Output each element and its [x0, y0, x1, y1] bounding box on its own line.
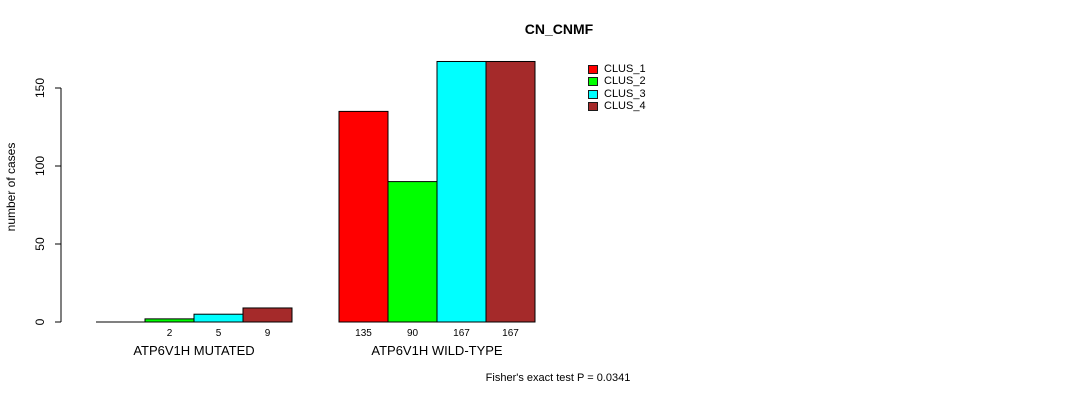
- y-tick-label: 100: [33, 156, 47, 176]
- legend-swatch-clus_4: [588, 102, 598, 112]
- legend-item: CLUS_1: [588, 63, 646, 76]
- legend-item: CLUS_3: [588, 88, 646, 101]
- bar-value-label: 90: [407, 328, 419, 339]
- legend-item: CLUS_4: [588, 101, 646, 114]
- bar-value-label: 5: [216, 328, 222, 339]
- legend-swatch-clus_3: [588, 89, 598, 99]
- bar-clus_1-group2: [338, 110, 389, 323]
- bar-value-label: 167: [502, 328, 519, 339]
- pvalue-annotation: Fisher's exact test P = 0.0341: [485, 372, 631, 384]
- legend-swatch-clus_1: [588, 64, 598, 74]
- legend-item: CLUS_2: [588, 76, 646, 89]
- legend-label: CLUS_2: [604, 75, 646, 88]
- bar-clus_4-group1: [242, 307, 293, 323]
- bar-value-label: 167: [453, 328, 470, 339]
- legend-label: CLUS_4: [604, 100, 646, 113]
- bar-clus_3-group2: [436, 60, 487, 323]
- legend-label: CLUS_3: [604, 87, 646, 100]
- y-tick-label: 0: [33, 318, 47, 325]
- y-tick-label: 150: [33, 78, 47, 98]
- category-label: ATP6V1H WILD-TYPE: [371, 343, 503, 358]
- bar-value-label: 9: [265, 328, 271, 339]
- bar-clus_3-group1: [193, 313, 244, 323]
- legend-swatch-clus_2: [588, 77, 598, 87]
- bar-value-label: 2: [167, 328, 173, 339]
- y-tick-label: 50: [33, 237, 47, 251]
- legend-label: CLUS_1: [604, 62, 646, 75]
- category-label: ATP6V1H MUTATED: [133, 343, 254, 358]
- bar-value-label: 135: [355, 328, 372, 339]
- bar-clus_2-group1: [144, 318, 195, 323]
- bar-clus_4-group2: [485, 60, 536, 323]
- chart-title: CN_CNMF: [524, 21, 594, 37]
- legend: CLUS_1 CLUS_2 CLUS_3 CLUS_4: [588, 63, 646, 113]
- bar-clus_2-group2: [387, 181, 438, 323]
